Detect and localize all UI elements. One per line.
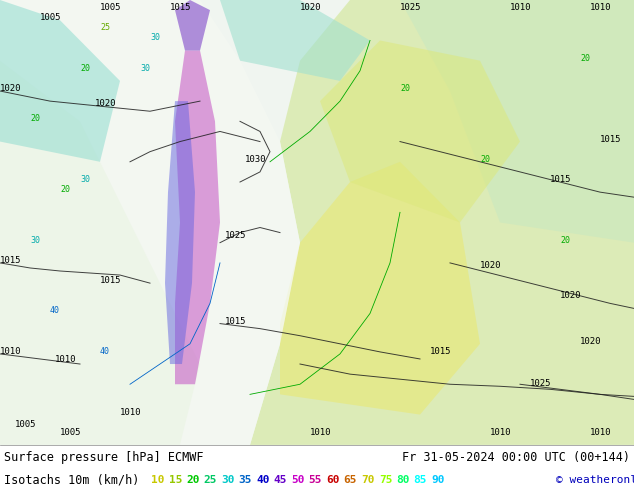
Text: 30: 30 bbox=[221, 475, 235, 485]
Text: 1015: 1015 bbox=[550, 175, 571, 184]
Text: 1005: 1005 bbox=[100, 3, 122, 12]
Polygon shape bbox=[280, 162, 480, 415]
Text: 20: 20 bbox=[400, 84, 410, 93]
Polygon shape bbox=[400, 0, 634, 243]
Text: 80: 80 bbox=[396, 475, 410, 485]
Text: 90: 90 bbox=[431, 475, 444, 485]
Text: 1010: 1010 bbox=[510, 3, 531, 12]
Text: 30: 30 bbox=[80, 175, 90, 184]
Polygon shape bbox=[320, 41, 520, 222]
Text: 1030: 1030 bbox=[245, 155, 266, 164]
Text: 1025: 1025 bbox=[530, 379, 552, 388]
Text: 20: 20 bbox=[30, 114, 40, 123]
Text: 70: 70 bbox=[361, 475, 375, 485]
Text: 40: 40 bbox=[256, 475, 269, 485]
Text: 1005: 1005 bbox=[15, 420, 37, 429]
Text: 1010: 1010 bbox=[590, 3, 612, 12]
Text: 85: 85 bbox=[414, 475, 427, 485]
Text: 1020: 1020 bbox=[95, 99, 117, 108]
Text: 20: 20 bbox=[560, 236, 570, 245]
Text: 40: 40 bbox=[50, 306, 60, 316]
Text: 10: 10 bbox=[152, 475, 165, 485]
Polygon shape bbox=[175, 0, 210, 50]
Text: 1015: 1015 bbox=[225, 317, 247, 325]
Text: 1020: 1020 bbox=[580, 337, 602, 346]
Polygon shape bbox=[250, 0, 634, 445]
Text: 55: 55 bbox=[309, 475, 322, 485]
Text: 1010: 1010 bbox=[120, 408, 141, 416]
Text: 20: 20 bbox=[580, 54, 590, 63]
Text: 75: 75 bbox=[378, 475, 392, 485]
Text: 1015: 1015 bbox=[170, 3, 191, 12]
Text: 50: 50 bbox=[291, 475, 305, 485]
Text: 25: 25 bbox=[100, 24, 110, 32]
Text: 1025: 1025 bbox=[400, 3, 422, 12]
Text: 1020: 1020 bbox=[300, 3, 321, 12]
Polygon shape bbox=[0, 61, 200, 445]
Text: Fr 31-05-2024 00:00 UTC (00+144): Fr 31-05-2024 00:00 UTC (00+144) bbox=[402, 451, 630, 464]
Text: 1005: 1005 bbox=[60, 428, 82, 437]
Text: 60: 60 bbox=[327, 475, 340, 485]
Polygon shape bbox=[220, 0, 370, 81]
Text: Surface pressure [hPa] ECMWF: Surface pressure [hPa] ECMWF bbox=[4, 451, 204, 464]
Text: 1010: 1010 bbox=[0, 347, 22, 356]
Text: 20: 20 bbox=[60, 185, 70, 194]
Text: © weatheronline.co.uk: © weatheronline.co.uk bbox=[556, 475, 634, 485]
Text: 25: 25 bbox=[204, 475, 217, 485]
Text: 20: 20 bbox=[480, 155, 490, 164]
Text: 1010: 1010 bbox=[590, 428, 612, 437]
Text: 45: 45 bbox=[274, 475, 287, 485]
Text: 40: 40 bbox=[100, 347, 110, 356]
Text: 1010: 1010 bbox=[55, 355, 77, 364]
Text: 1020: 1020 bbox=[480, 261, 501, 270]
Text: 65: 65 bbox=[344, 475, 357, 485]
Text: 1020: 1020 bbox=[560, 291, 581, 300]
Text: 1015: 1015 bbox=[100, 276, 122, 285]
Polygon shape bbox=[0, 0, 300, 445]
Text: 1015: 1015 bbox=[0, 256, 22, 265]
Text: Isotachs 10m (km/h): Isotachs 10m (km/h) bbox=[4, 473, 139, 487]
Text: 1015: 1015 bbox=[600, 135, 621, 144]
Text: 30: 30 bbox=[140, 64, 150, 73]
Text: 1015: 1015 bbox=[430, 347, 451, 356]
Polygon shape bbox=[165, 101, 195, 364]
Polygon shape bbox=[0, 0, 120, 162]
Polygon shape bbox=[175, 50, 220, 384]
Text: 30: 30 bbox=[30, 236, 40, 245]
Text: 1010: 1010 bbox=[490, 428, 512, 437]
Text: 20: 20 bbox=[80, 64, 90, 73]
Text: 1025: 1025 bbox=[225, 231, 247, 240]
Text: 1020: 1020 bbox=[0, 84, 22, 93]
Text: 35: 35 bbox=[239, 475, 252, 485]
Text: 1010: 1010 bbox=[310, 428, 332, 437]
Text: 1005: 1005 bbox=[40, 13, 61, 22]
Text: 30: 30 bbox=[150, 33, 160, 43]
Text: 15: 15 bbox=[169, 475, 182, 485]
Text: 20: 20 bbox=[186, 475, 200, 485]
